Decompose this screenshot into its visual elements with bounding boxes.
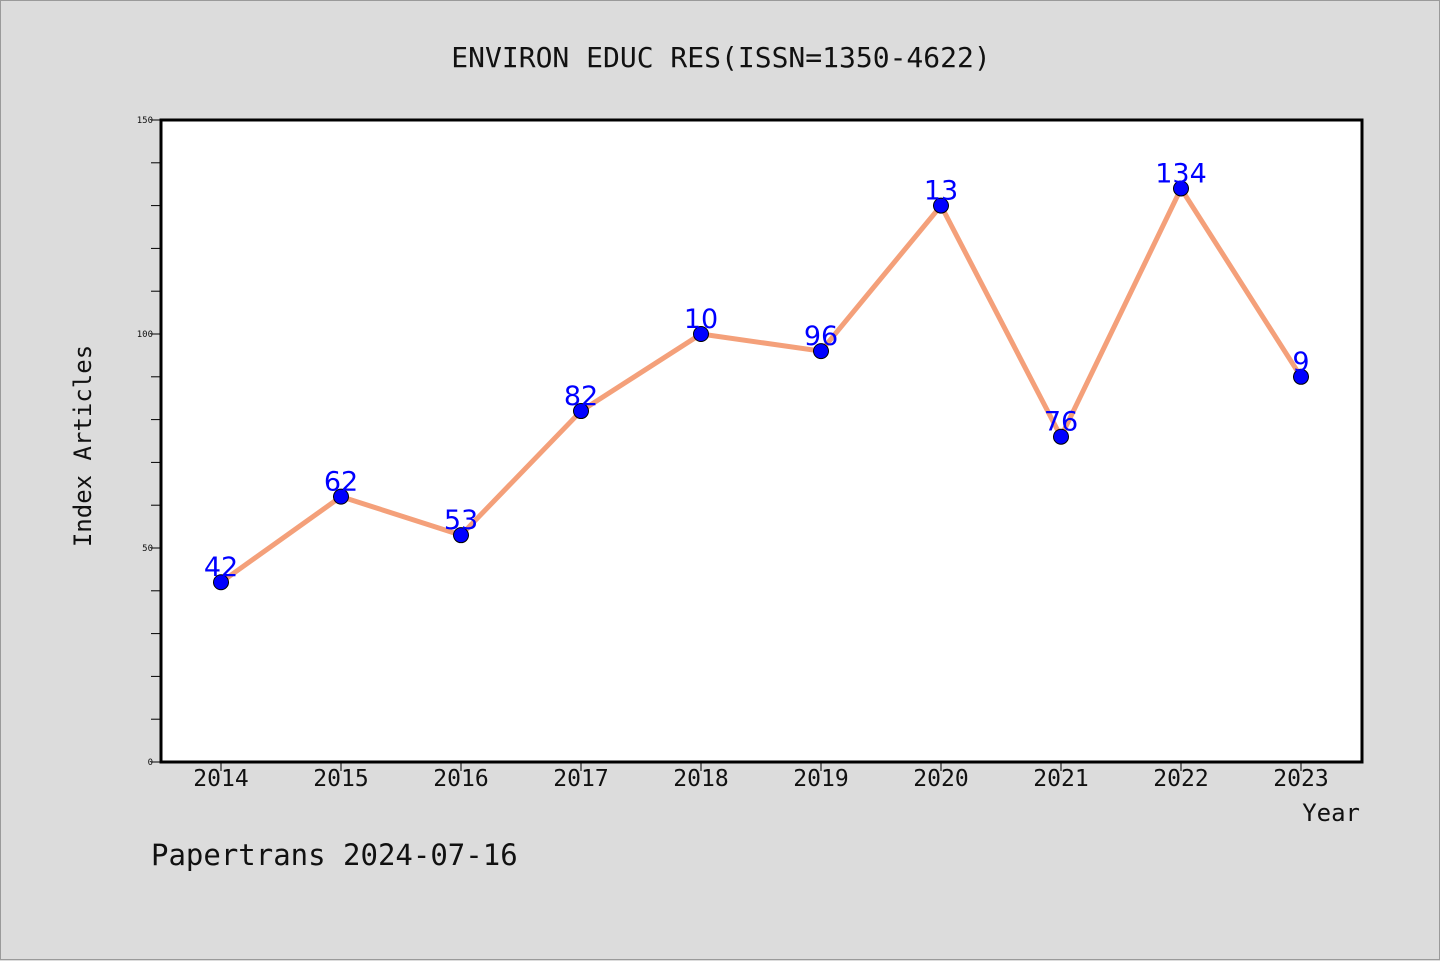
plot-area: [159, 118, 1364, 764]
data-label: 9: [1292, 347, 1309, 378]
data-label: 10: [684, 304, 718, 335]
chart-title: ENVIRON EDUC RES(ISSN=1350-4622): [451, 41, 990, 74]
y-tick-label: 50: [142, 544, 153, 554]
data-label: 13: [924, 176, 958, 207]
data-point: [1293, 368, 1309, 385]
data-label: 82: [564, 381, 598, 412]
data-point: [813, 343, 829, 360]
data-label: 42: [204, 552, 238, 583]
x-tick-label: 2023: [1273, 766, 1328, 792]
y-tick-label: 100: [137, 330, 153, 340]
data-point: [693, 326, 709, 342]
data-point: [453, 527, 469, 544]
x-tick-label: 2020: [913, 766, 968, 792]
data-label: 96: [804, 321, 838, 352]
data-label: 134: [1155, 158, 1207, 189]
x-tick-label: 2016: [433, 766, 488, 792]
data-point: [333, 488, 349, 505]
x-tick-label: 2015: [313, 766, 368, 792]
x-axis: 2014 2015 2016 2017 2018 2019 2020 2021 2022 2023: [193, 762, 1329, 792]
x-tick-label: 2022: [1153, 766, 1208, 792]
data-point: [1053, 428, 1069, 445]
data-point: [213, 574, 229, 591]
x-tick-label: 2014: [193, 766, 248, 792]
x-tick-label: 2018: [673, 766, 728, 792]
footer-watermark: Papertrans 2024-07-16: [151, 838, 518, 872]
x-tick-label: 2019: [793, 766, 848, 792]
y-axis-label: Index Articles: [69, 345, 97, 547]
data-label: 76: [1044, 407, 1078, 438]
data-point: [933, 197, 949, 214]
data-point: [1173, 180, 1189, 197]
x-tick-label: 2017: [553, 766, 608, 792]
series-layer: 42 62 53 82 10 96 13 76 134 9: [204, 158, 1310, 591]
data-point: [573, 403, 589, 420]
y-tick-label: 0: [148, 758, 153, 768]
data-label: 62: [324, 467, 358, 498]
x-axis-label: Year: [1302, 799, 1360, 827]
y-tick-label: 150: [137, 116, 153, 126]
data-label: 53: [444, 505, 478, 536]
y-axis: 0 50 100 150: [137, 116, 161, 768]
x-tick-label: 2021: [1033, 766, 1088, 792]
series-line: [219, 183, 1304, 585]
